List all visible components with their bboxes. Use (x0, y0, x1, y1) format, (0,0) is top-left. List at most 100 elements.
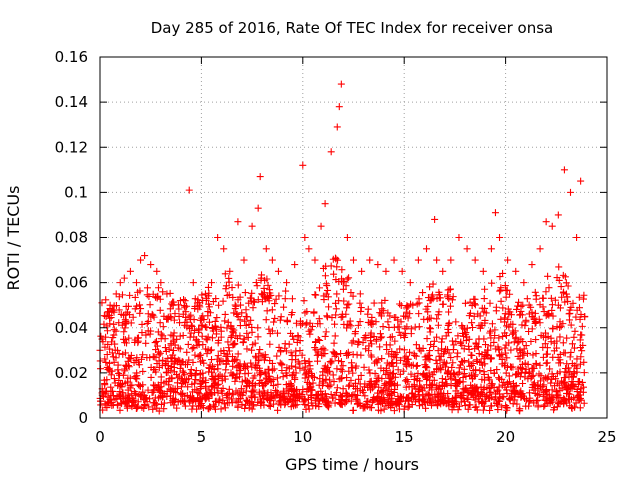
data-point (458, 357, 466, 365)
data-point (124, 357, 132, 365)
data-point (274, 406, 282, 414)
data-point (437, 366, 445, 374)
data-point (323, 366, 331, 374)
data-point (339, 385, 347, 393)
data-point (475, 350, 483, 358)
data-point (134, 398, 142, 406)
data-point (499, 304, 507, 312)
data-point (180, 296, 188, 304)
data-point (170, 316, 178, 324)
data-point (394, 366, 402, 374)
data-point (469, 359, 477, 367)
data-point (143, 319, 151, 327)
data-point (156, 319, 164, 327)
data-point (333, 365, 341, 373)
data-point (438, 382, 446, 390)
data-point (325, 303, 333, 311)
data-point (502, 369, 510, 377)
x-tick-label: 20 (496, 428, 515, 446)
data-point (340, 320, 348, 328)
data-point (189, 397, 197, 405)
data-point (243, 383, 251, 391)
data-point (223, 291, 231, 299)
data-point (437, 352, 445, 360)
data-point (413, 300, 421, 308)
data-point (526, 368, 534, 376)
data-point (251, 393, 259, 401)
data-point (101, 380, 109, 388)
data-point (384, 398, 392, 406)
data-point (371, 380, 379, 388)
data-point (281, 344, 289, 352)
data-point (160, 405, 168, 413)
data-point (301, 309, 309, 317)
data-point (343, 304, 351, 312)
series-point (208, 279, 216, 287)
data-point (422, 362, 430, 370)
data-point (507, 311, 515, 319)
data-point (444, 368, 452, 376)
data-point (381, 296, 389, 304)
data-point (196, 402, 204, 410)
data-point (361, 392, 369, 400)
data-point (576, 360, 584, 368)
data-point (195, 325, 203, 333)
series-point (189, 279, 197, 287)
data-point (116, 406, 124, 414)
data-point (408, 383, 416, 391)
data-point (288, 309, 296, 317)
data-point (487, 367, 495, 375)
data-point (471, 345, 479, 353)
data-point (534, 396, 542, 404)
data-point (247, 316, 255, 324)
data-point (429, 371, 437, 379)
data-point (575, 304, 583, 312)
data-point (266, 340, 274, 348)
data-point (570, 368, 578, 376)
data-point (460, 345, 468, 353)
data-point (102, 333, 110, 341)
data-point (375, 383, 383, 391)
data-point (468, 302, 476, 310)
data-point (293, 338, 301, 346)
data-point (114, 366, 122, 374)
data-point (524, 349, 532, 357)
series-point (274, 267, 282, 275)
data-point (481, 360, 489, 368)
data-point (539, 383, 547, 391)
data-point (260, 387, 268, 395)
data-point (481, 393, 489, 401)
series-point (214, 234, 222, 241)
data-point (434, 321, 442, 329)
series-point (358, 267, 366, 275)
data-point (357, 351, 365, 359)
data-point (503, 379, 511, 387)
data-point (389, 362, 397, 370)
data-point (483, 383, 491, 391)
data-point (466, 372, 474, 380)
data-point (307, 383, 315, 391)
data-point (121, 324, 129, 332)
data-point (139, 367, 147, 375)
data-point (468, 319, 476, 327)
data-point (482, 341, 489, 349)
data-point (530, 399, 538, 407)
data-point (547, 334, 555, 342)
data-point (293, 393, 301, 401)
data-point (303, 378, 311, 386)
data-point (362, 332, 370, 340)
data-point (415, 391, 423, 399)
series-point (390, 256, 398, 264)
data-point (372, 337, 380, 345)
data-point (509, 327, 517, 335)
data-point (187, 321, 195, 329)
series-point (504, 256, 512, 264)
data-point (145, 403, 153, 411)
data-point (568, 340, 576, 348)
data-point (415, 310, 423, 318)
data-point (322, 328, 330, 336)
data-point (145, 292, 153, 300)
y-tick-label: 0.16 (55, 48, 88, 66)
data-point (415, 299, 423, 307)
data-point (248, 346, 256, 354)
